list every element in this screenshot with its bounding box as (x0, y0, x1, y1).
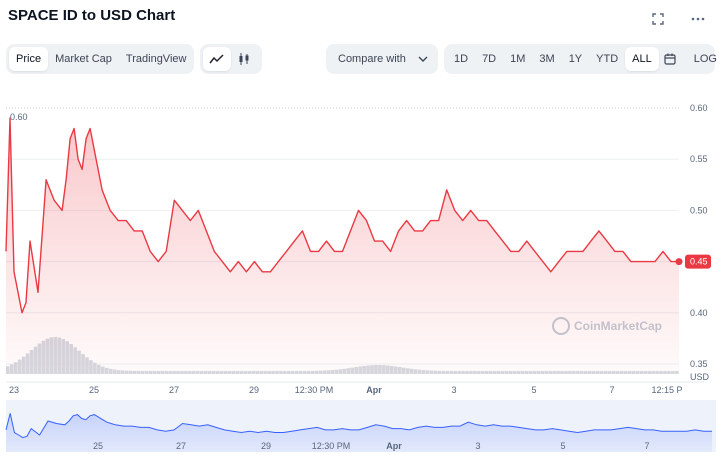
navigator-tick-label: Apr (386, 441, 402, 451)
y-tick-label: 0.35 (690, 359, 708, 369)
range-7d[interactable]: 7D (482, 53, 497, 65)
range-1m[interactable]: 1M (510, 53, 526, 65)
line-chart-icon[interactable] (203, 47, 231, 71)
tab-tradingview[interactable]: TradingView (125, 53, 187, 65)
y-axis-unit: USD (690, 372, 710, 382)
x-tick-label: 25 (89, 385, 99, 395)
page-title: SPACE ID to USD Chart (8, 7, 176, 24)
range-all[interactable]: ALL (625, 47, 659, 71)
y-tick-label: 0.50 (690, 205, 708, 215)
time-range-tabs: 1D 7D 1M 3M 1Y YTD ALL LOG (444, 44, 717, 74)
navigator-area (6, 413, 712, 452)
candlestick-icon[interactable] (231, 47, 257, 71)
navigator-line (5, 413, 712, 439)
current-price-label: 0.45 (690, 257, 708, 267)
x-tick-label: 3 (451, 385, 456, 395)
coinmarketcap-watermark: CoinMarketCap (552, 317, 662, 335)
watermark-text: CoinMarketCap (574, 319, 662, 333)
range-navigator[interactable]: 25 27 29 12:30 PM Apr 3 5 7 (5, 400, 716, 452)
more-options-icon[interactable] (689, 10, 707, 28)
log-scale-button[interactable]: LOG (693, 53, 717, 65)
y-axis: 0.60 0.55 0.50 0.45 0.40 0.35 (690, 103, 708, 369)
range-ytd[interactable]: YTD (596, 53, 619, 65)
x-tick-label: 7 (609, 385, 614, 395)
range-1d[interactable]: 1D (454, 53, 469, 65)
x-axis: 23 25 27 29 12:30 PM Apr 3 5 7 12:15 P (6, 381, 704, 395)
chart-toolbar: Price Market Cap TradingView Compare wit… (6, 44, 717, 74)
chart-mode-tabs (200, 44, 262, 74)
compare-with-label: Compare with (338, 53, 406, 65)
x-tick-label: 23 (9, 385, 19, 395)
navigator-tick-label: 7 (644, 441, 649, 451)
price-line (5, 117, 679, 314)
x-tick-label: 12:15 P (651, 385, 682, 395)
navigator-tick-label: 27 (176, 441, 186, 451)
tab-price[interactable]: Price (9, 47, 49, 71)
x-tick-label: 5 (531, 385, 536, 395)
price-chart[interactable]: CoinMarketCap 0.60 0.600.550.500.450.400… (0, 82, 719, 459)
x-tick-label: 12:30 PM (295, 385, 334, 395)
y-tick-label: 0.40 (690, 308, 708, 318)
navigator-tick-label: 25 (93, 441, 103, 451)
x-tick-label: Apr (366, 385, 382, 395)
compare-with-dropdown[interactable]: Compare with (326, 44, 438, 74)
navigator-tick-label: 12:30 PM (312, 441, 351, 451)
price-area (6, 118, 679, 374)
navigator-tick-label: 3 (475, 441, 480, 451)
x-tick-label: 29 (249, 385, 259, 395)
current-price-dot (675, 258, 683, 266)
navigator-tick-label: 5 (560, 441, 565, 451)
fullscreen-icon[interactable] (649, 10, 667, 28)
calendar-icon[interactable] (659, 47, 681, 71)
y-tick-label: 0.60 (690, 103, 708, 113)
top-price-label: 0.60 (10, 112, 28, 122)
current-price-badge (685, 254, 711, 269)
x-tick-label: 27 (169, 385, 179, 395)
data-type-tabs: Price Market Cap TradingView (6, 44, 194, 74)
y-tick-label: 0.55 (690, 154, 708, 164)
tab-market-cap[interactable]: Market Cap (55, 53, 112, 65)
top-actions (649, 10, 707, 28)
chevron-down-icon (418, 56, 428, 62)
navigator-tick-label: 29 (261, 441, 271, 451)
range-3m[interactable]: 3M (539, 53, 555, 65)
range-1y[interactable]: 1Y (568, 53, 583, 65)
current-price-tag: 0.45 (675, 254, 711, 269)
